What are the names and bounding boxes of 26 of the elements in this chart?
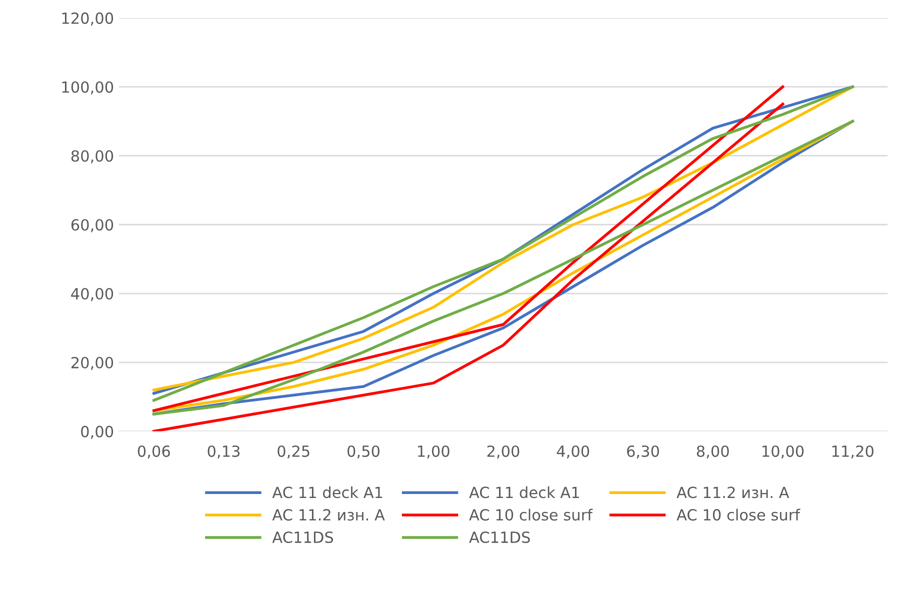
- y-tick-label: 80,00: [71, 150, 114, 164]
- y-tick-label: 0,00: [81, 426, 114, 439]
- legend-label: AC11DS: [272, 531, 334, 544]
- x-tick-label: 0,50: [348, 445, 380, 459]
- legend-label: AC 10 close surf: [469, 508, 593, 521]
- legend-label: AC 10 close surf: [676, 508, 800, 521]
- x-tick-label: 1,00: [418, 445, 450, 459]
- y-tick-label: 100,00: [62, 81, 114, 94]
- legend-label: AC 11 deck A1: [272, 486, 382, 498]
- y-tick-label: 20,00: [71, 356, 114, 370]
- y-tick-label: 40,00: [71, 288, 114, 302]
- y-tick-label: 60,00: [71, 219, 114, 232]
- x-tick-label: 0,13: [208, 445, 240, 459]
- x-tick-label: 4,00: [556, 445, 590, 459]
- x-tick-label: 0,06: [138, 445, 170, 459]
- x-tick-label: 11,20: [832, 445, 874, 459]
- y-tick-label: 120,00: [62, 12, 114, 26]
- legend-label: AC 11.2 изн. A: [272, 509, 385, 521]
- x-tick-label: 8,00: [696, 445, 729, 459]
- x-tick-label: 10,00: [762, 445, 804, 459]
- x-tick-label: 2,00: [487, 445, 520, 459]
- legend-label: AC11DS: [469, 531, 530, 544]
- legend-label: AC 11 deck A1: [469, 486, 579, 498]
- x-tick-label: 6,30: [627, 445, 659, 459]
- legend-label: AC 11.2 изн. A: [676, 486, 790, 498]
- x-tick-label: 0,25: [278, 445, 310, 459]
